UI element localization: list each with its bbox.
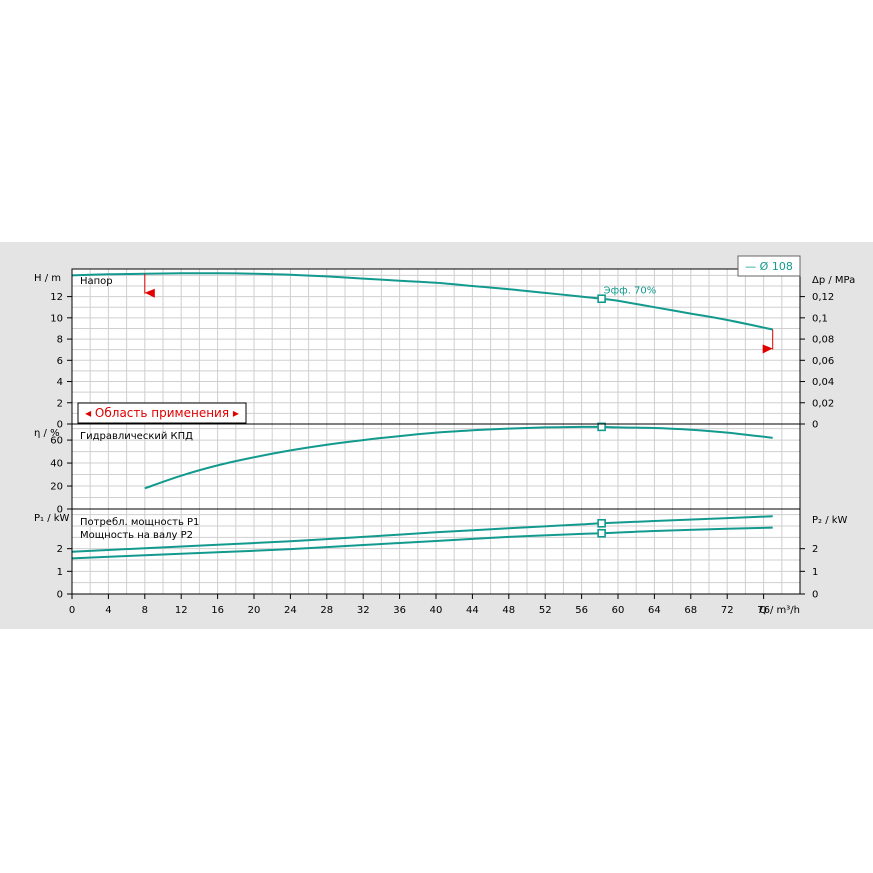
right-axis-title-head: Δp / MPa <box>812 275 855 286</box>
x-tick-label: 28 <box>320 605 333 616</box>
panel-label-efficiency: Гидравлический КПД <box>80 431 193 442</box>
curve-power-1 <box>71 515 773 553</box>
legend-label: — Ø 108 <box>745 260 793 273</box>
y-tick-label: 10 <box>50 313 63 324</box>
y-tick-label: 8 <box>57 335 63 346</box>
y-tick-label: 4 <box>57 377 63 388</box>
x-tick-label: 40 <box>430 605 443 616</box>
y-tick-label: 0 <box>57 590 63 601</box>
x-tick-label: 36 <box>393 605 406 616</box>
panel-label-head: Напор <box>80 276 113 287</box>
curve-power-2 <box>71 526 773 560</box>
x-tick-label: 0 <box>69 605 75 616</box>
right-tick-label: 0,08 <box>812 335 834 346</box>
curve-head <box>71 272 773 331</box>
x-tick-label: 4 <box>105 605 111 616</box>
y-axis-title-efficiency: η / % <box>34 428 60 439</box>
y-tick-label: 0 <box>57 505 63 516</box>
curve-efficiency <box>144 425 773 490</box>
operating-point-marker <box>597 528 606 538</box>
right-tick-label: 2 <box>812 544 818 555</box>
y-tick-label: 2 <box>57 544 63 555</box>
operating-point-marker <box>597 294 606 304</box>
y-axis-title-power: P₁ / kW <box>34 513 70 524</box>
x-tick-label: 32 <box>357 605 370 616</box>
x-tick-label: 12 <box>175 605 188 616</box>
operating-point-marker <box>597 422 606 432</box>
x-tick-label: 56 <box>575 605 588 616</box>
legend-box <box>737 255 801 277</box>
x-tick-label: 20 <box>248 605 261 616</box>
x-tick-label: 24 <box>284 605 297 616</box>
curves <box>71 272 774 560</box>
right-tick-label: 1 <box>812 567 818 578</box>
range-max-arrow <box>762 344 773 354</box>
y-axis-title-head: H / m <box>34 273 61 284</box>
y-tick-label: 1 <box>57 567 63 578</box>
y-tick-label: 6 <box>57 356 63 367</box>
right-tick-label: 0 <box>812 590 818 601</box>
right-tick-label: 0,1 <box>812 313 828 324</box>
efficiency-label: Эфф. 70% <box>604 286 657 297</box>
series-label-2: Мощность на валу P2 <box>80 530 193 541</box>
x-tick-label: 8 <box>142 605 148 616</box>
x-tick-label: 60 <box>612 605 625 616</box>
x-tick-label: 52 <box>539 605 552 616</box>
right-tick-label: 0,06 <box>812 356 834 367</box>
axes-frame <box>67 268 805 599</box>
y-tick-label: 12 <box>50 292 63 303</box>
y-tick-label: 20 <box>50 482 63 493</box>
right-tick-label: 0,02 <box>812 398 834 409</box>
right-tick-label: 0,04 <box>812 377 834 388</box>
right-tick-label: 0,12 <box>812 292 834 303</box>
application-range-label: ◂ Область применения ▸ <box>85 406 239 420</box>
x-tick-label: 72 <box>721 605 734 616</box>
y-tick-label: 40 <box>50 459 63 470</box>
y-tick-label: 2 <box>57 398 63 409</box>
operating-point-marker <box>597 518 606 528</box>
range-min-arrow <box>144 288 155 298</box>
x-axis-title: Q / m³/h <box>759 605 800 616</box>
right-axis-title-power: P₂ / kW <box>812 515 848 526</box>
x-tick-label: 68 <box>684 605 697 616</box>
x-tick-label: 48 <box>502 605 515 616</box>
series-label-1: Потребл. мощность P1 <box>80 517 199 528</box>
x-tick-label: 44 <box>466 605 479 616</box>
right-tick-label: 0 <box>812 420 818 431</box>
y-tick-label: 60 <box>50 436 63 447</box>
x-tick-label: 16 <box>211 605 224 616</box>
application-range-box <box>77 402 247 424</box>
y-tick-label: 0 <box>57 420 63 431</box>
x-tick-label: 76 <box>757 605 770 616</box>
x-tick-label: 64 <box>648 605 661 616</box>
pump-curve-panel: 0 2 4 6 8 10 12 H / m Напор 0 0,02 0,04 0,06 0,08 0,1 0… <box>0 242 873 629</box>
